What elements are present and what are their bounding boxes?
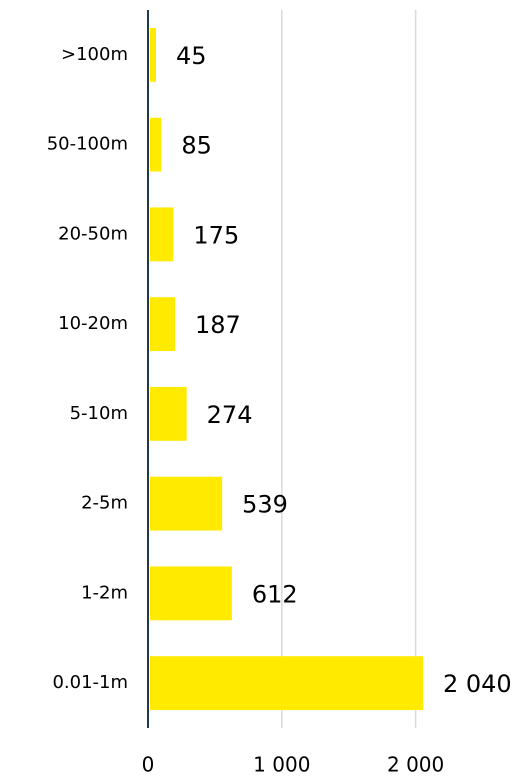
x-tick-label: 0 bbox=[142, 753, 155, 777]
value-label: 175 bbox=[193, 221, 239, 249]
y-tick-label: 20-50m bbox=[58, 223, 128, 244]
value-label: 612 bbox=[252, 580, 298, 608]
value-label: 539 bbox=[242, 491, 288, 519]
y-tick-label: 0.01-1m bbox=[52, 672, 128, 693]
x-tick-label: 2 000 bbox=[387, 753, 444, 777]
y-tick-label: 1-2m bbox=[81, 582, 128, 603]
y-tick-label: 2-5m bbox=[81, 493, 128, 514]
value-label: 85 bbox=[181, 132, 212, 160]
value-label: 45 bbox=[176, 42, 207, 70]
bar bbox=[150, 27, 157, 82]
bar bbox=[150, 207, 174, 262]
bar bbox=[150, 566, 232, 621]
bar bbox=[150, 117, 162, 172]
y-tick-label: 10-20m bbox=[58, 313, 128, 334]
bar bbox=[150, 656, 423, 711]
x-tick-label: 1 000 bbox=[253, 753, 310, 777]
value-label: 187 bbox=[195, 311, 241, 339]
y-tick-label: 5-10m bbox=[70, 403, 128, 424]
value-label: 2 040 bbox=[443, 670, 512, 698]
bar bbox=[150, 386, 187, 441]
y-tick-label: 50-100m bbox=[47, 134, 128, 155]
y-tick-label: >100m bbox=[61, 44, 128, 65]
bar bbox=[150, 476, 223, 531]
value-label: 274 bbox=[207, 401, 253, 429]
bar bbox=[150, 297, 176, 352]
